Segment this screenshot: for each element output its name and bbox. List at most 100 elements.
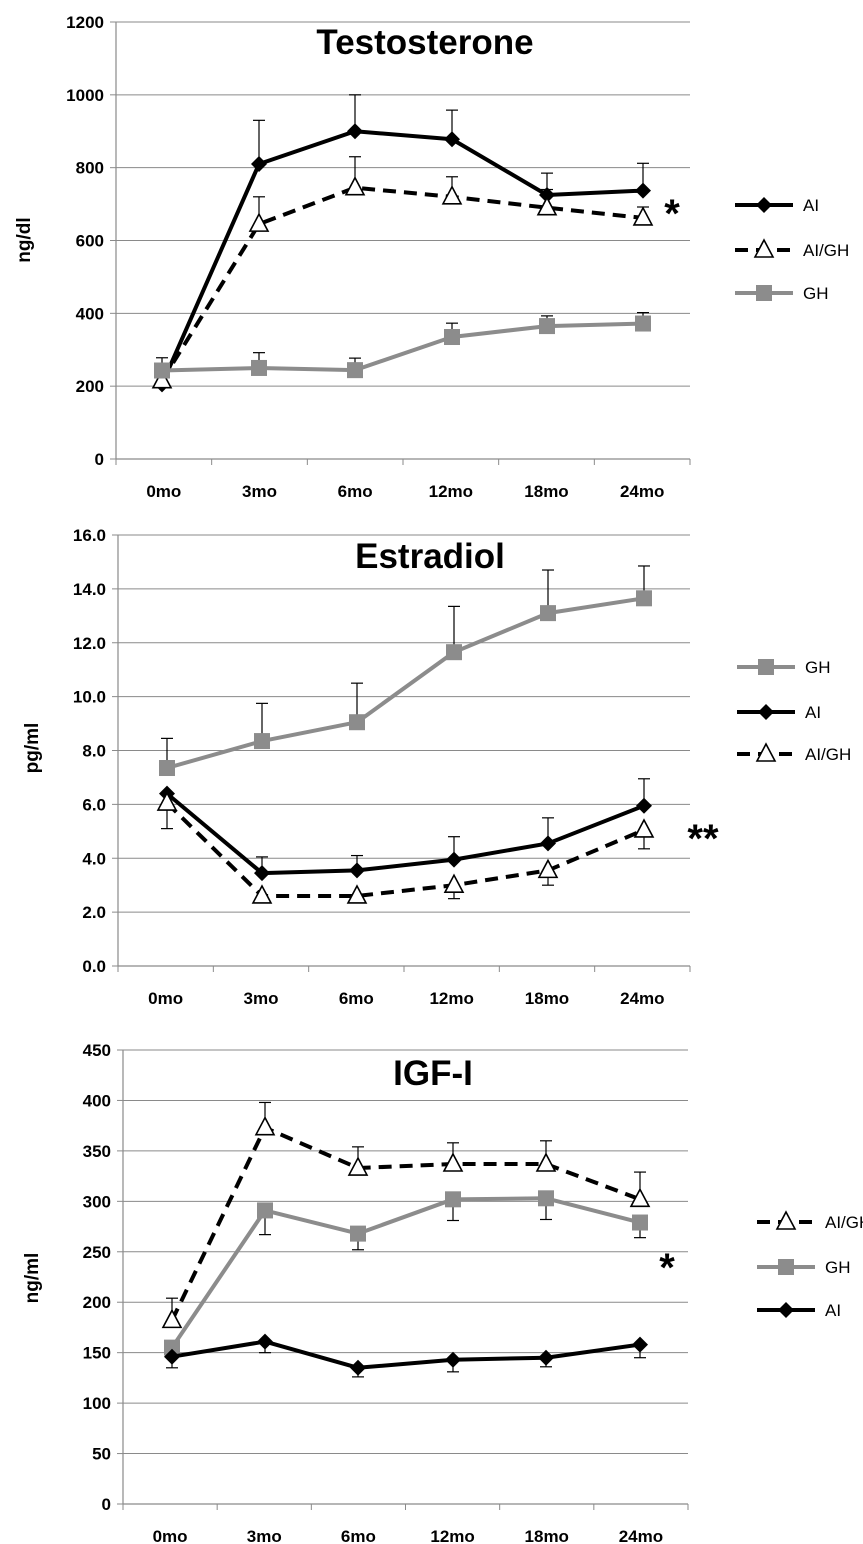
data-point <box>156 791 178 811</box>
data-point <box>349 862 365 879</box>
series-ai-gh <box>161 1101 651 1329</box>
y-tick-label: 600 <box>76 232 104 251</box>
series-line <box>170 1125 641 1322</box>
y-tick-label: 50 <box>92 1445 111 1464</box>
data-point <box>536 196 558 216</box>
data-point <box>251 884 273 904</box>
y-tick-label: 4.0 <box>82 849 106 868</box>
legend-label: AI/GH <box>803 241 849 260</box>
y-tick-label: 100 <box>83 1394 111 1413</box>
x-tick-label: 3mo <box>247 1527 282 1544</box>
legend-marker <box>775 1210 797 1230</box>
legend-marker <box>753 238 775 258</box>
y-tick-label: 14.0 <box>73 580 106 599</box>
chart-title: Testosterone <box>316 23 533 62</box>
y-tick-label: 8.0 <box>82 742 106 761</box>
data-point <box>151 368 173 389</box>
legend-marker <box>758 659 774 675</box>
chart-title: Estradiol <box>355 537 505 576</box>
x-tick-label: 6mo <box>338 482 373 501</box>
data-point <box>349 714 365 731</box>
y-tick-label: 300 <box>83 1192 111 1211</box>
y-tick-label: 16.0 <box>73 526 106 545</box>
series-ai-gh <box>151 156 654 389</box>
series-ai <box>159 778 652 882</box>
y-tick-label: 150 <box>83 1344 111 1363</box>
data-point <box>257 1202 273 1219</box>
legend: AI/GH GH AI <box>757 1210 863 1320</box>
legend-label: AI <box>803 196 819 215</box>
data-point <box>445 1351 461 1368</box>
legend-marker <box>756 197 772 213</box>
x-tick-label: 0mo <box>146 482 181 501</box>
y-tick-label: 200 <box>76 377 104 396</box>
data-point <box>635 182 651 199</box>
x-tick-label: 3mo <box>242 482 277 501</box>
y-tick-label: 12.0 <box>73 634 106 653</box>
y-tick-label: 0 <box>95 450 104 469</box>
legend-label: AI/GH <box>825 1213 863 1232</box>
x-tick-label: 12mo <box>429 482 473 501</box>
data-point <box>347 362 363 379</box>
y-tick-label: 10.0 <box>73 688 106 707</box>
legend-marker <box>755 742 777 762</box>
legend-marker <box>756 285 772 301</box>
y-tick-label: 800 <box>76 159 104 178</box>
x-tick-label: 24mo <box>620 989 664 1008</box>
data-point <box>540 605 556 622</box>
x-tick-label: 3mo <box>244 989 279 1008</box>
data-point <box>635 315 651 332</box>
data-point <box>632 1336 648 1353</box>
data-point <box>633 818 655 838</box>
data-point <box>537 858 559 879</box>
series-line <box>165 792 645 876</box>
legend-label: AI <box>805 703 821 722</box>
legend-marker <box>758 704 774 720</box>
chart-panel-2: 0 50 100 150 200 250 300 350 400 450 0mo 3mo 6mo 12mo… <box>22 1041 863 1544</box>
y-tick-label: 1000 <box>66 86 104 105</box>
x-tick-label: 6mo <box>339 989 374 1008</box>
x-tick-label: 0mo <box>153 1527 188 1544</box>
series-gh <box>154 312 651 379</box>
x-tick-label: 18mo <box>525 989 569 1008</box>
legend-label: AI/GH <box>805 745 851 764</box>
x-tick-label: 24mo <box>620 482 664 501</box>
significance-annotation: ** <box>687 817 719 861</box>
series-gh <box>159 565 652 777</box>
data-point <box>443 873 465 893</box>
data-point <box>347 123 363 140</box>
legend-label: GH <box>825 1258 851 1277</box>
data-point <box>446 851 462 868</box>
y-tick-label: 400 <box>83 1091 111 1110</box>
x-tick-label: 18mo <box>524 482 568 501</box>
data-point <box>347 1156 369 1176</box>
data-point <box>538 1349 554 1366</box>
data-point <box>154 362 170 379</box>
x-tick-label: 24mo <box>619 1527 663 1544</box>
data-point <box>350 1225 366 1242</box>
chart-panel-0: 0 200 400 600 800 1000 1200 0mo 3mo 6mo 12mo 18mo 24… <box>14 13 849 501</box>
data-point <box>254 1115 276 1136</box>
x-tick-label: 6mo <box>341 1527 376 1544</box>
data-point <box>164 1348 180 1365</box>
y-tick-label: 400 <box>76 304 104 323</box>
legend-label: GH <box>805 658 831 677</box>
data-point <box>257 1333 273 1350</box>
series-line <box>170 1196 641 1349</box>
x-tick-label: 18mo <box>525 1527 569 1544</box>
legend-label: GH <box>803 284 829 303</box>
data-point <box>540 835 556 852</box>
chart-panel-1: 0.0 2.0 4.0 6.0 8.0 10.0 12.0 14.0 16.0 0mo 3mo 6mo… <box>22 526 851 1008</box>
data-point <box>442 1152 464 1172</box>
y-tick-label: 1200 <box>66 13 104 32</box>
y-tick-label: 6.0 <box>82 795 106 814</box>
data-point <box>636 590 652 607</box>
series-line <box>166 596 645 770</box>
significance-annotation: * <box>659 1246 675 1290</box>
data-point <box>535 1152 557 1172</box>
y-tick-label: 0 <box>102 1495 111 1514</box>
y-axis-label: pg/ml <box>22 723 43 774</box>
data-point <box>346 884 368 904</box>
data-point <box>538 1190 554 1207</box>
series-line <box>160 129 644 386</box>
